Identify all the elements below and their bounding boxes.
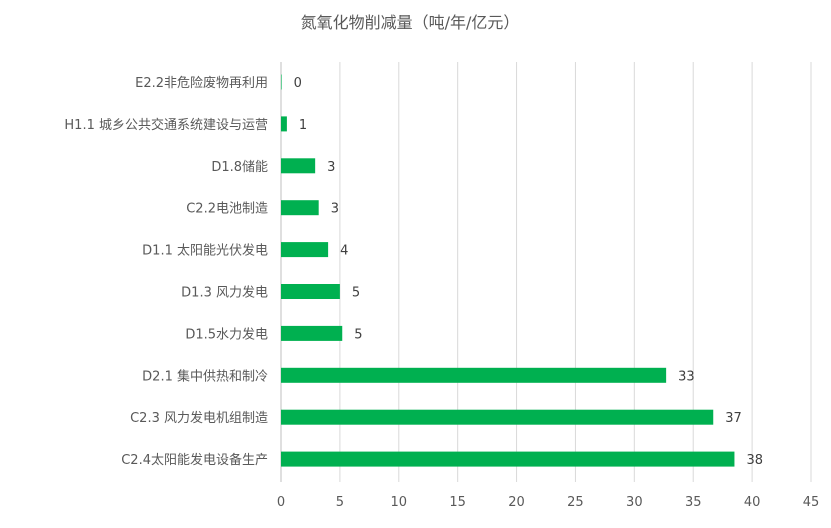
category-labels: E2.2非危险废物再利用 H1.1 城乡公共交通系统建设与运营 D1.8储能 C2.2… [64,75,268,468]
x-tick-label: 15 [449,495,466,510]
data-label: 1 [299,118,307,133]
chart-title: 氮氧化物削减量（吨/年/亿元） [301,13,520,32]
category-label: D1.8储能 [211,160,268,175]
bar [281,158,316,174]
bar [281,242,329,258]
category-label: D1.1 太阳能光伏发电 [142,243,268,259]
category-label: D1.3 风力发电 [181,285,268,301]
data-label: 3 [331,202,339,217]
category-label: C2.4太阳能发电设备生产 [121,452,268,468]
gridlines [280,62,812,482]
x-tick-label: 25 [567,495,584,510]
category-label: C2.3 风力发电机组制造 [130,410,268,426]
x-axis-ticks: 0 5 10 15 20 25 30 35 40 45 [277,495,819,510]
data-label: 4 [340,244,348,259]
bar [281,325,343,341]
data-label: 33 [678,369,695,384]
bar [281,200,319,216]
data-label: 3 [327,160,335,175]
x-tick-label: 20 [508,495,525,510]
category-label: D1.5水力发电 [185,326,268,342]
bars [281,74,735,467]
x-tick-label: 30 [626,495,643,510]
data-label: 0 [294,76,302,91]
bar [281,116,287,132]
category-label: C2.2电池制造 [186,202,268,217]
bar [281,367,667,383]
category-label: D2.1 集中供热和制冷 [142,368,268,384]
x-tick-label: 45 [803,495,820,510]
x-tick-label: 0 [277,495,285,510]
x-tick-label: 5 [336,495,344,510]
data-label: 38 [746,453,763,468]
data-label: 5 [354,327,362,342]
category-label: H1.1 城乡公共交通系统建设与运营 [64,117,268,133]
data-label: 37 [725,411,742,426]
bar [281,451,735,467]
category-label: E2.2非危险废物再利用 [135,75,268,91]
bar [281,74,282,90]
bar [281,409,714,425]
x-tick-label: 10 [391,495,408,510]
bar [281,284,340,299]
x-tick-label: 40 [744,495,761,510]
data-label: 5 [352,286,360,301]
x-tick-label: 35 [685,495,702,510]
